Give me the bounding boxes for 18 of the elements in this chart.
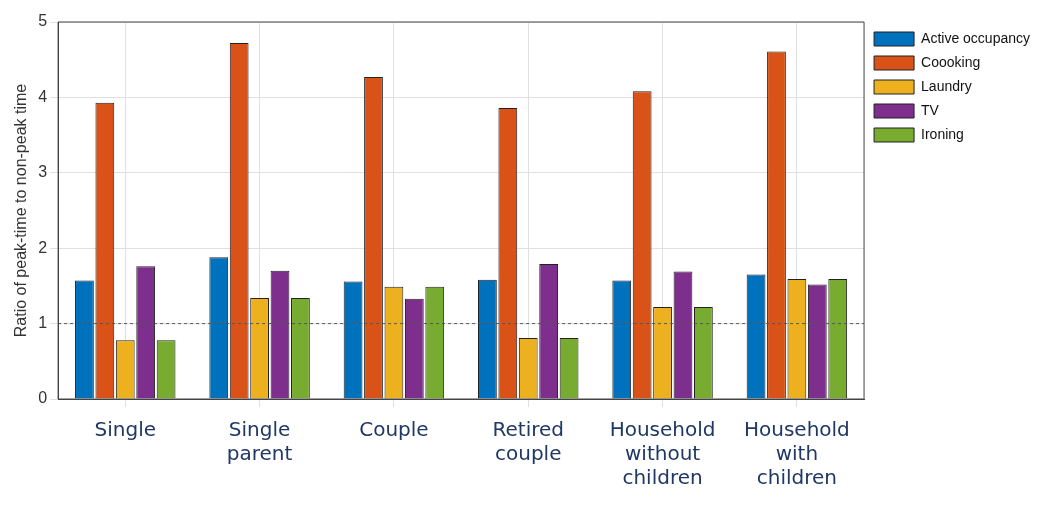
y-tick-label: 3 xyxy=(38,163,48,181)
y-tick-label: 1 xyxy=(38,314,48,332)
legend-label: Coooking xyxy=(921,53,981,70)
y-tick-label: 2 xyxy=(38,238,48,256)
y-tick-label: 4 xyxy=(38,87,48,105)
legend-label: TV xyxy=(921,101,940,118)
legend-label: Active occupancy xyxy=(921,29,1031,46)
x-tick-label: Single xyxy=(94,417,156,442)
legend-label: Laundry xyxy=(921,77,972,94)
legend-label: Ironing xyxy=(921,125,964,142)
x-tick-label: Couple xyxy=(359,417,429,442)
y-axis-title: Ratio of peak-time to non-peak time xyxy=(12,83,30,338)
y-tick-label: 5 xyxy=(38,12,48,30)
x-tick-label: Retired couple xyxy=(492,417,564,466)
x-tick-label: Household with children xyxy=(743,417,850,490)
x-tick-label: Household without children xyxy=(609,417,716,490)
y-tick-label: 0 xyxy=(38,389,48,407)
x-tick-label: Single parent xyxy=(226,417,293,466)
